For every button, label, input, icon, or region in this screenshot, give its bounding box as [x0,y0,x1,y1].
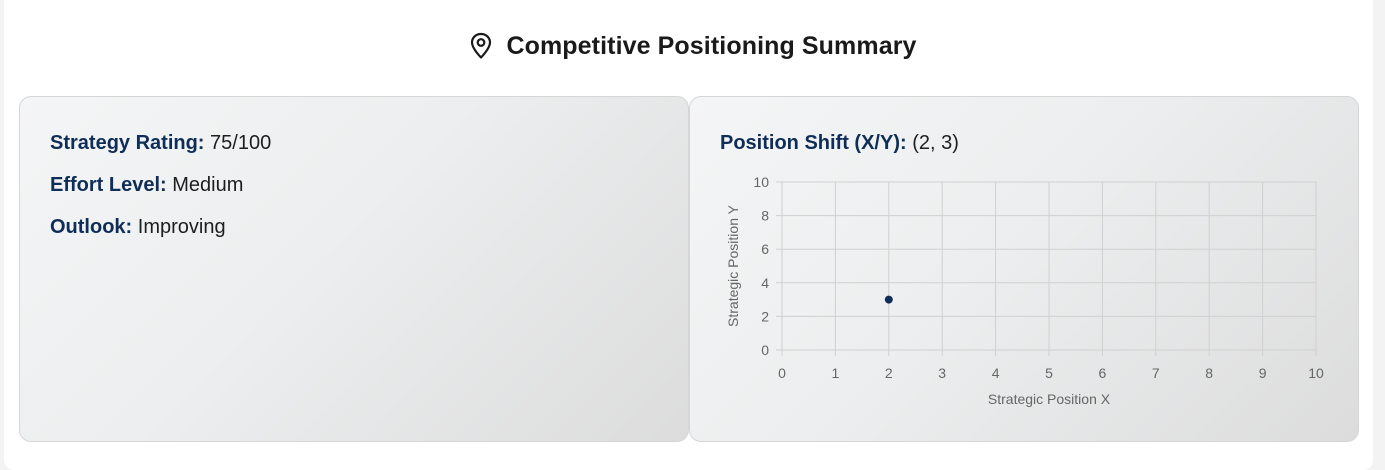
x-tick-label: 6 [1099,365,1107,381]
x-tick-label: 7 [1152,365,1160,381]
outlook-row: Outlook: Improving [50,216,226,239]
x-tick-label: 3 [938,365,946,381]
position-shift-card: Position Shift (X/Y): (2, 3) 0 1 2 3 4 5 6 7 8 9 1… [689,96,1359,442]
y-tick-label: 6 [761,241,769,257]
y-axis-title: Strategic Position Y [725,204,741,327]
strategy-rating-label: Strategy Rating: [50,132,205,154]
x-axis-title: Strategic Position X [988,391,1111,407]
y-tick-label: 8 [761,208,769,224]
page-header: Competitive Positioning Summary [0,28,1385,64]
x-tick-label: 0 [778,365,786,381]
outlook-label: Outlook: [50,216,133,238]
data-point [884,295,893,304]
y-tick-label: 10 [753,174,769,190]
strategy-rating-value: 75/100 [210,132,272,154]
effort-level-value: Medium [172,174,244,196]
effort-level-label: Effort Level: [50,174,167,196]
page-title: Competitive Positioning Summary [506,31,917,60]
y-tick-label: 2 [761,308,769,324]
y-tick-label: 0 [761,342,769,358]
strategy-rating-row: Strategy Rating: 75/100 [50,132,271,155]
x-tick-label: 8 [1205,365,1213,381]
x-tick-label: 9 [1259,365,1267,381]
position-scatter-chart: 0 1 2 3 4 5 6 7 8 9 10 0 2 4 6 8 10 Strategic Position X S… [725,174,1324,407]
location-pin-icon [468,32,494,60]
strategy-summary-card: Strategy Rating: 75/100 Effort Level: Me… [19,96,689,442]
x-tick-label: 5 [1045,365,1053,381]
x-tick-label: 1 [832,365,840,381]
effort-level-row: Effort Level: Medium [50,174,243,197]
position-shift-value: (2, 3) [912,132,959,154]
position-shift-row: Position Shift (X/Y): (2, 3) [720,132,959,155]
x-tick-label: 2 [885,365,893,381]
x-tick-label: 10 [1308,365,1324,381]
x-tick-label: 4 [992,365,1000,381]
y-tick-label: 4 [761,275,769,291]
position-shift-label: Position Shift (X/Y): [720,132,907,154]
outlook-value: Improving [137,216,226,238]
